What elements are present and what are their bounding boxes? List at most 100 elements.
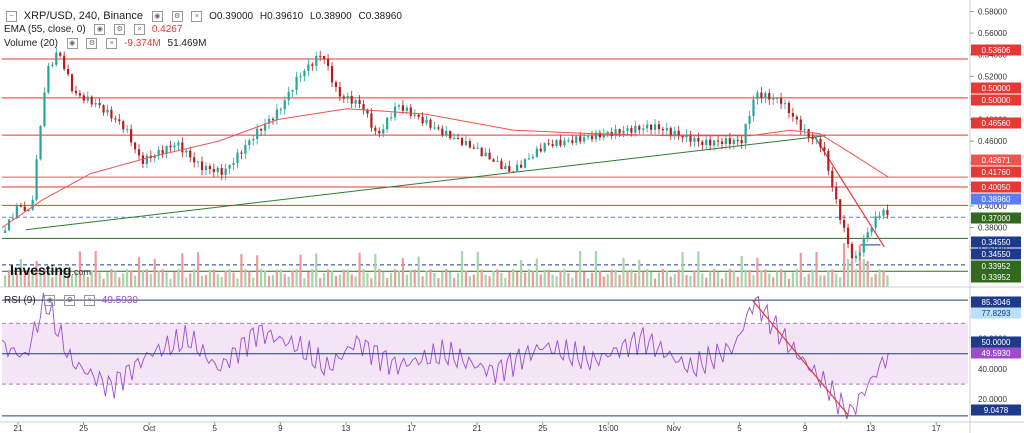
candle-body <box>819 138 822 148</box>
candle-body <box>102 105 105 113</box>
candle-body <box>697 138 700 142</box>
candle-body <box>484 152 487 157</box>
volume-bar <box>649 271 653 287</box>
candle-body <box>764 93 767 98</box>
volume-bar <box>283 274 286 287</box>
settings-icon[interactable]: ⚙ <box>86 38 98 49</box>
candle-body <box>878 215 881 217</box>
rsi-tag-bg <box>971 307 1021 319</box>
candle-body <box>70 74 74 92</box>
candle-body <box>768 93 771 100</box>
y-tick-label: 0.46000 <box>978 137 1007 146</box>
candle-body <box>378 130 381 134</box>
candle-body <box>153 155 156 159</box>
volume-bar <box>484 274 487 287</box>
candle-body <box>90 96 93 105</box>
candle-body <box>47 66 50 93</box>
close-icon[interactable]: × <box>191 10 203 22</box>
candle-body <box>429 119 432 128</box>
candle-body <box>240 152 243 154</box>
volume-bar <box>772 277 775 287</box>
candle-body <box>464 140 468 146</box>
visibility-icon[interactable]: ◉ <box>94 24 106 35</box>
candle-body <box>311 64 314 66</box>
candle-body <box>460 138 464 146</box>
candle-body <box>673 130 676 136</box>
volume-bar <box>839 277 842 287</box>
candle-body <box>295 76 298 90</box>
price-tag: 0.38960 <box>982 195 1011 204</box>
candle-body <box>504 166 507 170</box>
volume-bar <box>559 270 562 287</box>
volume-bar <box>122 273 125 287</box>
candle-body <box>740 139 743 144</box>
volume-bar <box>724 272 728 287</box>
volume-bar <box>169 278 172 287</box>
volume-bar <box>716 271 720 287</box>
candle-body <box>342 96 345 99</box>
candle-body <box>622 130 625 134</box>
visibility-icon[interactable]: ◉ <box>151 10 163 22</box>
collapse-icon[interactable]: − <box>6 10 17 22</box>
volume-bar <box>236 278 239 287</box>
settings-icon[interactable]: ⚙ <box>114 24 126 35</box>
candle-body <box>839 199 842 220</box>
candle-body <box>232 162 235 165</box>
candle-body <box>799 119 802 130</box>
price-tag: 0.34550 <box>982 250 1011 259</box>
volume-bar <box>291 270 294 287</box>
volume-bar <box>126 269 129 287</box>
candle-body <box>437 127 440 129</box>
volume-bar <box>744 269 747 287</box>
volume-bar <box>870 277 873 287</box>
header-row-rsi: RSI (9) ◉ ⚙ × 49.5930 <box>4 295 142 306</box>
price-tag-bg <box>971 82 1021 94</box>
candle-body <box>15 205 18 219</box>
candle-body <box>815 138 818 140</box>
close-icon[interactable]: × <box>84 295 96 306</box>
volume-bar <box>157 270 160 287</box>
volume-bar <box>98 272 101 287</box>
volume-bar <box>43 269 46 287</box>
volume-bar <box>713 269 716 287</box>
candle-body <box>476 147 479 149</box>
volume-bar <box>437 278 440 287</box>
candle-body <box>157 150 160 156</box>
candle-body <box>468 140 471 148</box>
volume-bar <box>610 269 613 287</box>
volume-bar <box>571 277 574 287</box>
volume-bar <box>323 273 326 287</box>
volume-bar <box>598 270 601 287</box>
candle-body <box>886 209 889 216</box>
candle-body <box>350 95 353 104</box>
volume-bar <box>823 275 826 287</box>
candle-body <box>590 136 594 140</box>
candle-body <box>303 70 306 77</box>
candle-body <box>330 65 334 83</box>
volume-bar <box>736 276 739 287</box>
candle-body <box>594 132 598 140</box>
candle-body <box>882 209 885 216</box>
candle-body <box>228 164 231 169</box>
volume-bar <box>271 274 275 287</box>
settings-icon[interactable]: ⚙ <box>64 295 76 306</box>
volume-bar <box>673 274 676 287</box>
volume-bar <box>563 269 566 287</box>
volume-bar <box>370 278 373 287</box>
settings-icon[interactable]: ⚙ <box>171 10 183 22</box>
volume-bar <box>35 260 38 287</box>
price-tag-bg <box>971 44 1021 56</box>
close-icon[interactable]: × <box>106 38 118 49</box>
candle-body <box>638 125 641 130</box>
visibility-icon[interactable]: ◉ <box>66 38 78 49</box>
x-tick-label: 21 <box>473 424 482 433</box>
volume-bar <box>307 271 310 287</box>
close-icon[interactable]: × <box>134 24 146 35</box>
volume-bar <box>240 253 243 287</box>
volume-bar <box>815 251 818 287</box>
volume-bar <box>248 271 251 287</box>
volume-bar <box>874 273 877 287</box>
visibility-icon[interactable]: ◉ <box>44 295 56 306</box>
volume-bar <box>409 269 412 287</box>
